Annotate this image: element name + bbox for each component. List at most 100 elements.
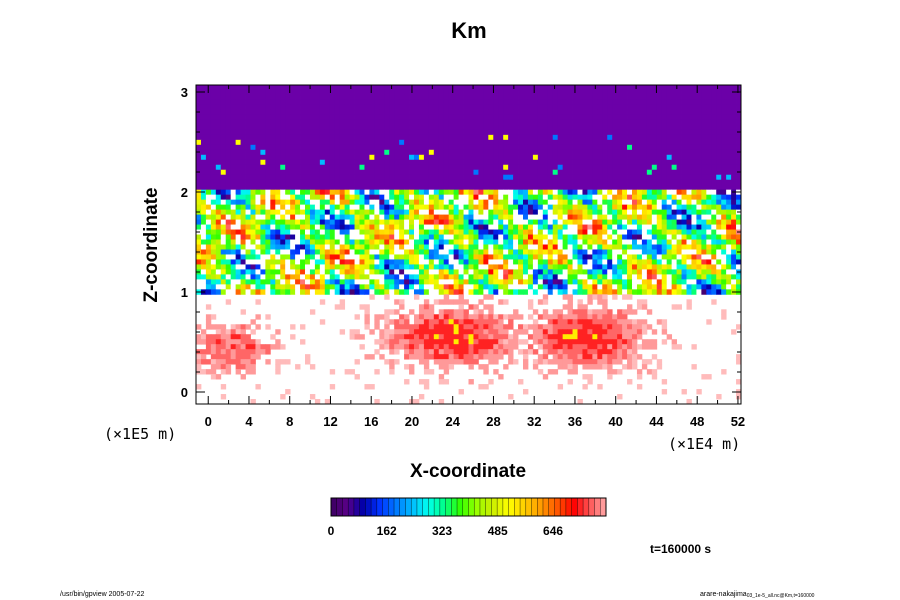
heatmap-cell (736, 254, 741, 260)
heatmap-cell (443, 199, 450, 206)
heatmap-cell (602, 174, 608, 181)
heatmap-cell (513, 269, 519, 275)
heatmap-cell (711, 224, 717, 230)
heatmap-cell (290, 249, 296, 255)
heatmap-cell (369, 214, 375, 220)
heatmap-cell (414, 274, 420, 280)
heatmap-cell (468, 249, 474, 255)
heatmap-cell (602, 194, 608, 201)
heatmap-cell (651, 244, 658, 250)
heatmap-cell (646, 164, 653, 171)
heatmap-cell (562, 204, 568, 211)
heatmap-cell (404, 249, 410, 255)
heatmap-cell (354, 149, 360, 156)
heatmap-cell (458, 269, 464, 275)
heatmap-cell (205, 239, 212, 245)
heatmap-cell (280, 89, 286, 96)
heatmap-cell (443, 184, 450, 191)
heatmap-cell (721, 214, 727, 220)
heatmap-cell (384, 244, 390, 250)
heatmap-cell (453, 269, 459, 275)
heatmap-cell (731, 89, 737, 96)
heatmap-cell (493, 254, 499, 260)
heatmap-cell (196, 279, 202, 285)
heatmap-cell (215, 119, 222, 126)
heatmap-cell (196, 85, 202, 91)
heatmap-cell (671, 109, 677, 116)
heatmap-cell (508, 194, 514, 201)
heatmap-cell (329, 279, 336, 285)
heatmap-cell (260, 85, 266, 91)
heatmap-cell (498, 179, 504, 186)
heatmap-cell (240, 324, 246, 330)
heatmap-cell (314, 129, 321, 136)
heatmap-cell (423, 99, 430, 106)
heatmap-cell (508, 179, 514, 186)
heatmap-cell (607, 324, 613, 330)
heatmap-cell (622, 119, 628, 126)
heatmap-cell (399, 239, 405, 245)
heatmap-cell (587, 119, 593, 126)
heatmap-cell (255, 199, 261, 206)
heatmap-cell (513, 139, 519, 146)
heatmap-cell (369, 294, 375, 300)
heatmap-cell (473, 269, 479, 275)
heatmap-cell (666, 214, 673, 220)
heatmap-cell (587, 199, 593, 206)
heatmap-cell (255, 104, 261, 111)
heatmap-cell (711, 179, 717, 186)
heatmap-cell (423, 134, 430, 141)
heatmap-cell (453, 249, 459, 255)
heatmap-cell (448, 239, 455, 245)
heatmap-cell (260, 104, 266, 111)
heatmap-cell (448, 89, 455, 96)
heatmap-cell (428, 219, 435, 225)
heatmap-cell (527, 284, 534, 290)
heatmap-cell (404, 204, 410, 211)
heatmap-cell (651, 124, 658, 131)
heatmap-cell (656, 289, 663, 295)
heatmap-cell (458, 154, 464, 161)
heatmap-cell (290, 119, 296, 126)
heatmap-cell (404, 199, 410, 206)
heatmap-cell (458, 139, 464, 146)
heatmap-cell (205, 204, 212, 211)
heatmap-cell (716, 254, 722, 260)
heatmap-cell (265, 134, 271, 141)
heatmap-cell (498, 89, 504, 96)
heatmap-cell (230, 179, 237, 186)
heatmap-cell (661, 189, 668, 196)
heatmap-cell (314, 154, 321, 161)
heatmap-cell (389, 269, 395, 275)
heatmap-cell (666, 179, 673, 186)
heatmap-cell (354, 94, 360, 101)
heatmap-cell (423, 194, 430, 201)
heatmap-cell (552, 239, 559, 245)
heatmap-cell (255, 119, 261, 126)
heatmap-cell (339, 204, 346, 211)
heatmap-cell (295, 259, 301, 265)
heatmap-cell (468, 129, 474, 136)
heatmap-cell (731, 329, 737, 335)
heatmap-cell (503, 184, 509, 191)
heatmap-cell (532, 119, 539, 126)
heatmap-cell (260, 164, 266, 171)
heatmap-cell (493, 224, 499, 230)
heatmap-cell (736, 109, 741, 116)
heatmap-cell (448, 154, 455, 161)
heatmap-cell (309, 244, 316, 250)
heatmap-cell (612, 89, 618, 96)
heatmap-cell (225, 94, 232, 101)
heatmap-cell (636, 219, 643, 225)
heatmap-cell (384, 319, 390, 325)
heatmap-cell (632, 264, 638, 270)
heatmap-cell (394, 209, 400, 215)
heatmap-cell (448, 174, 455, 181)
heatmap-cell (557, 149, 564, 156)
heatmap-cell (587, 144, 593, 151)
heatmap-cell (721, 219, 727, 225)
heatmap-cell (399, 144, 405, 151)
heatmap-cell (255, 324, 261, 330)
heatmap-cell (344, 259, 350, 265)
heatmap-cell (627, 284, 633, 290)
